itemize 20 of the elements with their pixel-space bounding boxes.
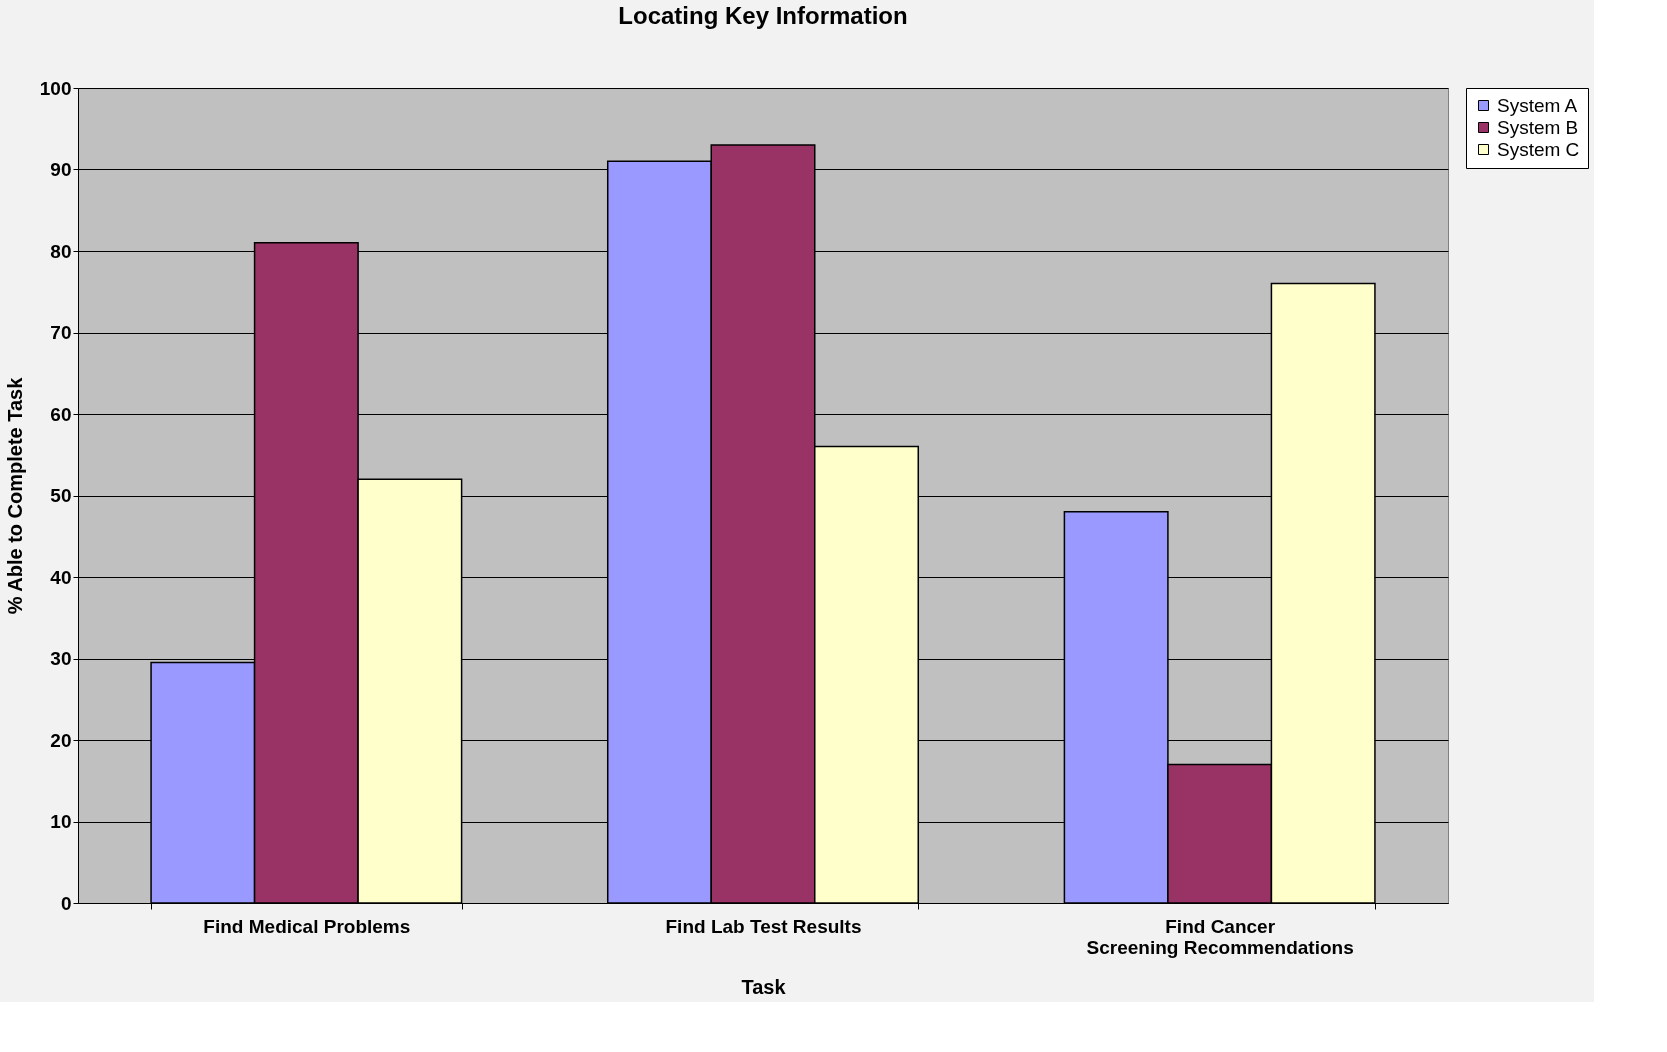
y-tick-label: 50 [50,485,72,506]
chart-title: Locating Key Information [618,2,908,29]
y-axis-title: % Able to Complete Task [3,376,26,615]
y-tick-label: 20 [50,729,72,751]
y-tick-label: 90 [50,159,72,180]
x-tick-label: Find Medical Problems [203,915,411,937]
legend-label: System A [1497,94,1578,116]
y-tick-label: 60 [50,403,72,425]
y-tick-label: 0 [60,892,72,914]
y-tick-label: 10 [50,811,72,832]
y-tick-label: 100 [39,77,72,99]
legend-label: System C [1497,138,1580,160]
legend-label: System B [1497,116,1579,138]
y-tick-label: 30 [50,648,72,669]
y-tick-label: 80 [50,240,72,262]
y-tick-label: 70 [50,322,72,343]
x-tick-label: Find Lab Test Results [665,915,862,937]
x-axis-title: Task [741,975,787,998]
x-tick-label: Find Cancer Screening Recommendations [1086,915,1354,958]
y-tick-label: 40 [50,566,72,588]
